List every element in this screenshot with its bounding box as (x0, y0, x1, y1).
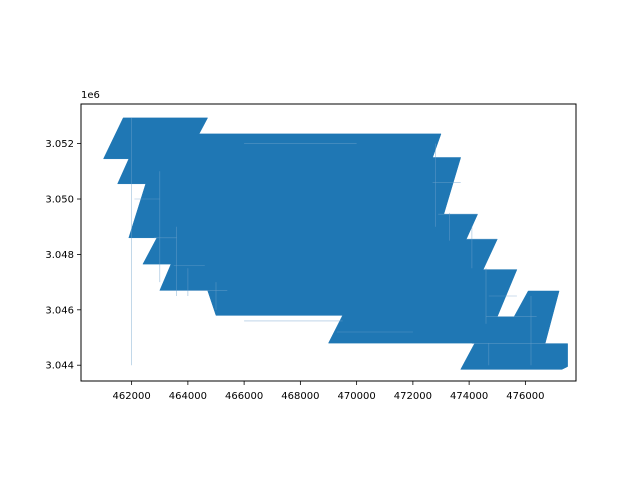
x-tick-label: 474000 (450, 391, 488, 402)
y-tick-label: 3.052 (45, 139, 74, 150)
x-tick-label: 470000 (338, 391, 376, 402)
plot-area (103, 117, 568, 370)
x-tick-label: 462000 (113, 391, 151, 402)
y-tick-label: 3.050 (45, 195, 74, 206)
x-tick-label: 466000 (225, 391, 263, 402)
y-tick-label: 3.044 (45, 361, 74, 372)
axes-frame (80, 103, 577, 382)
x-tick-label: 464000 (169, 391, 207, 402)
region-polygon (103, 117, 568, 370)
y-tick-label: 3.046 (45, 305, 74, 316)
x-tick-label: 468000 (281, 391, 319, 402)
y-axis: 3.044 3.046 3.048 3.050 3.052 (45, 139, 81, 372)
y-offset-label: 1e6 (81, 90, 100, 101)
y-tick-label: 3.048 (45, 250, 74, 261)
x-tick-label: 476000 (506, 391, 544, 402)
x-tick-label: 472000 (394, 391, 432, 402)
x-axis: 462000 464000 466000 468000 470000 472000 4740… (113, 381, 544, 402)
